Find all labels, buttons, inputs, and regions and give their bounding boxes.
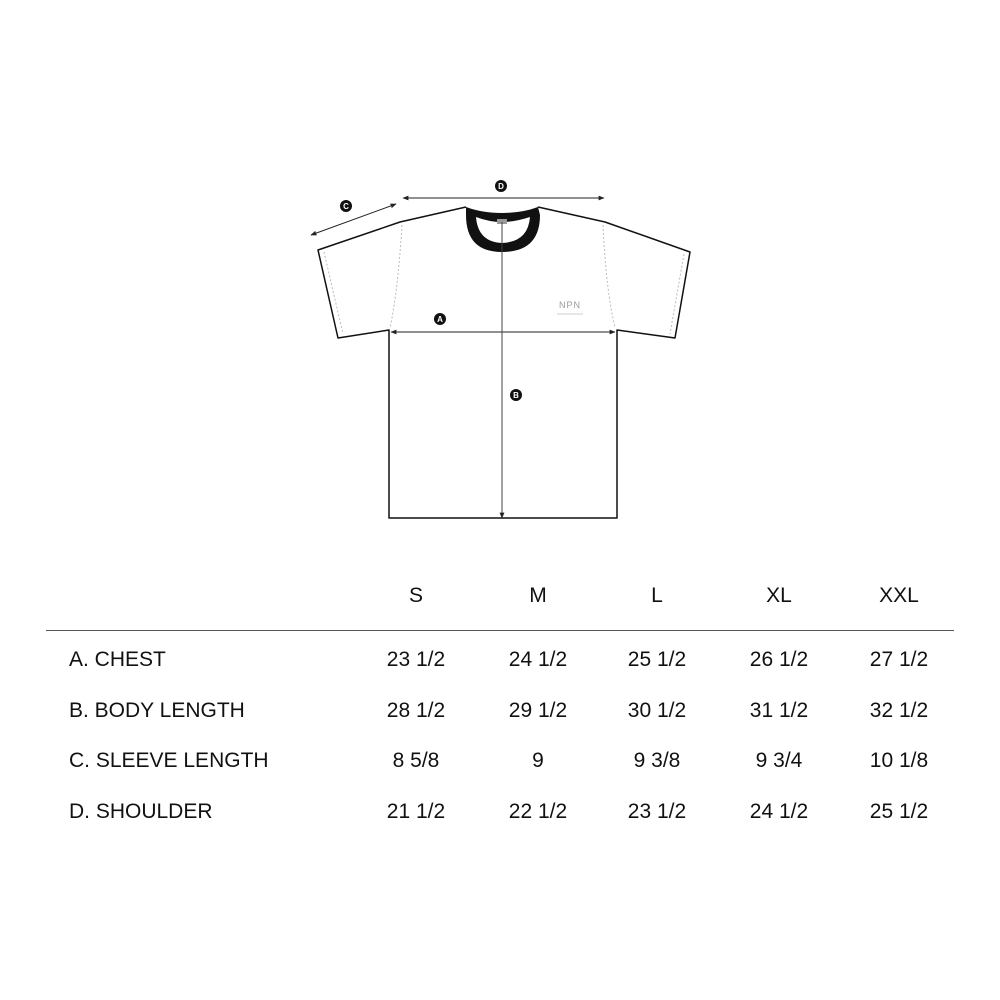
cell: 8 5/8: [392, 749, 440, 772]
cell: 25 1/2: [869, 800, 929, 823]
size-header-m: M: [529, 584, 547, 607]
row-label: A. CHEST: [69, 648, 166, 671]
chest-logo: NPN: [559, 300, 581, 310]
cell: 30 1/2: [627, 699, 687, 722]
cell: 9: [532, 749, 544, 772]
marker-a: A: [434, 313, 446, 325]
cell: 9 3/4: [755, 749, 803, 772]
sleeve-arrow-c: [310, 203, 397, 236]
cell: 25 1/2: [627, 648, 687, 671]
svg-text:B: B: [513, 391, 519, 400]
cell: 9 3/8: [633, 749, 681, 772]
neck-label-tag: [497, 219, 507, 224]
shirt-outline: [317, 206, 691, 519]
cell: 23 1/2: [627, 800, 687, 823]
cell: 28 1/2: [386, 699, 446, 722]
row-label: D. SHOULDER: [69, 800, 213, 823]
cell: 29 1/2: [508, 699, 568, 722]
marker-d: D: [495, 180, 507, 192]
tshirt-diagram: NPN A B C D: [310, 180, 691, 519]
marker-b: B: [510, 389, 522, 401]
cell: 24 1/2: [749, 800, 809, 823]
svg-text:D: D: [498, 182, 504, 191]
cell: 23 1/2: [386, 648, 446, 671]
header-divider: [46, 630, 954, 631]
marker-c: C: [340, 200, 352, 212]
cell: 27 1/2: [869, 648, 929, 671]
cell: 21 1/2: [386, 800, 446, 823]
cell: 32 1/2: [869, 699, 929, 722]
row-label: C. SLEEVE LENGTH: [69, 749, 269, 772]
size-header-l: L: [651, 584, 663, 607]
row-label: B. BODY LENGTH: [69, 699, 245, 722]
svg-text:C: C: [343, 202, 349, 211]
cell: 24 1/2: [508, 648, 568, 671]
size-header-xl: XL: [766, 584, 792, 607]
size-header-s: S: [408, 584, 424, 607]
cell: 31 1/2: [749, 699, 809, 722]
collar: [466, 207, 540, 252]
cell: 10 1/8: [869, 749, 929, 772]
cell: 26 1/2: [749, 648, 809, 671]
size-header-xxl: XXL: [879, 584, 919, 607]
svg-text:A: A: [437, 315, 443, 324]
cell: 22 1/2: [508, 800, 568, 823]
